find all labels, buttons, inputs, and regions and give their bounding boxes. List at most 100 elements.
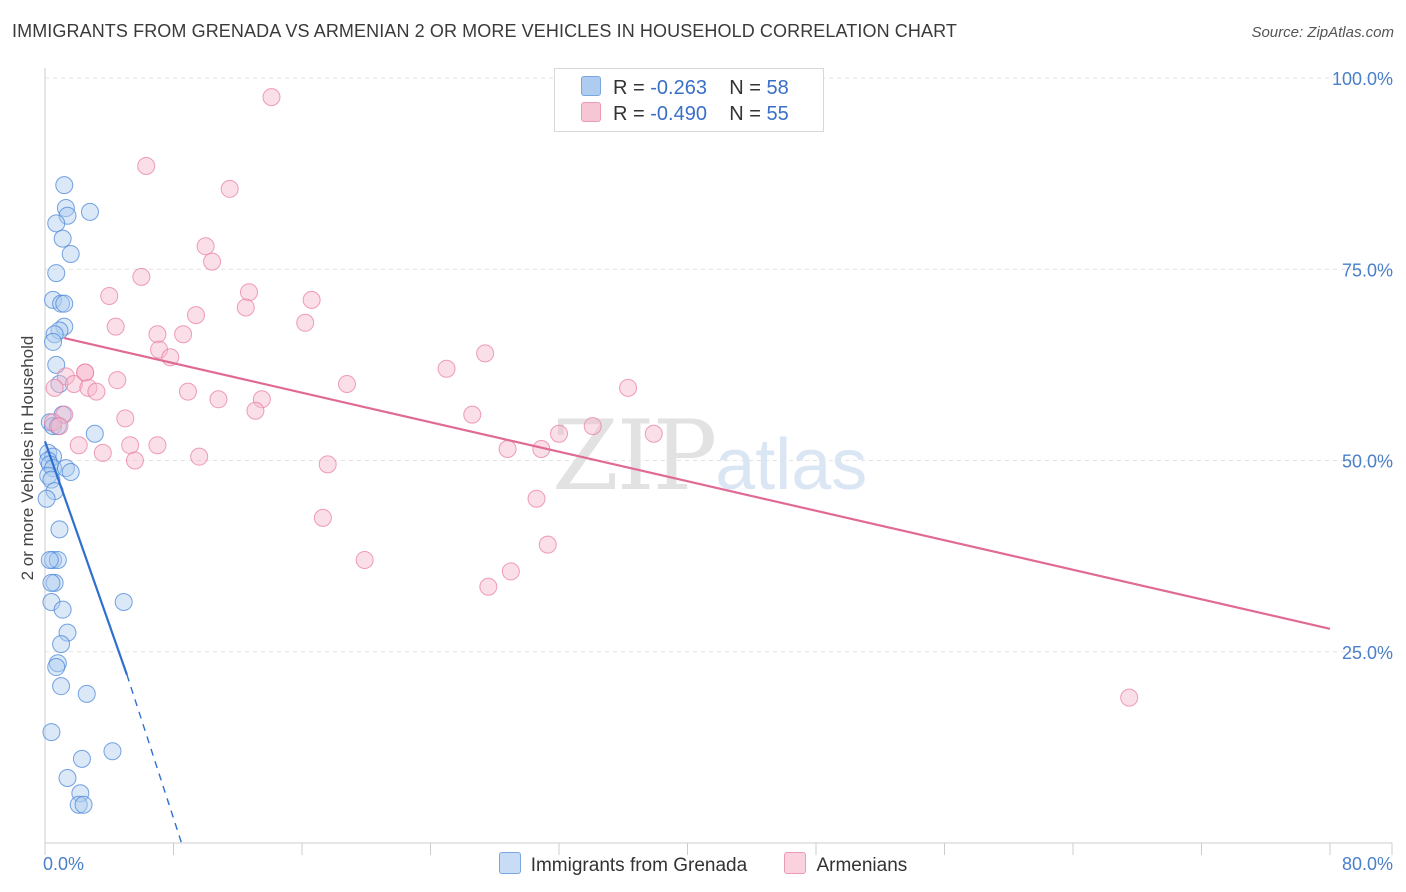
chart-title: IMMIGRANTS FROM GRENADA VS ARMENIAN 2 OR… bbox=[12, 21, 957, 41]
point-armenians bbox=[476, 344, 495, 363]
point-grenada bbox=[85, 424, 104, 443]
point-grenada bbox=[42, 573, 61, 592]
point-grenada bbox=[55, 176, 74, 195]
point-armenians bbox=[203, 252, 222, 271]
point-armenians bbox=[538, 535, 557, 554]
point-armenians bbox=[479, 577, 498, 596]
legend-n-label: N = bbox=[729, 103, 761, 125]
legend-r-label: R = bbox=[613, 77, 645, 99]
point-armenians bbox=[501, 562, 520, 581]
y-tick-label: 100.0% bbox=[1332, 69, 1393, 89]
point-armenians bbox=[236, 298, 255, 317]
point-armenians bbox=[527, 489, 546, 508]
x-tick-label: 80.0% bbox=[1342, 854, 1393, 874]
legend-item-grenada: Immigrants from Grenada bbox=[498, 852, 748, 877]
point-grenada bbox=[47, 214, 66, 233]
y-tick-label: 25.0% bbox=[1342, 643, 1393, 663]
point-grenada bbox=[45, 325, 64, 344]
point-armenians bbox=[100, 287, 119, 306]
point-armenians bbox=[337, 375, 356, 393]
legend-label-armenians: Armenians bbox=[816, 855, 908, 876]
point-grenada bbox=[103, 742, 122, 761]
legend-n-label: N = bbox=[729, 77, 761, 99]
legend-n-value: 55 bbox=[766, 103, 789, 125]
point-grenada bbox=[53, 600, 72, 619]
point-armenians bbox=[76, 363, 95, 382]
point-armenians bbox=[174, 325, 193, 344]
legend-swatch-armenians bbox=[581, 102, 601, 122]
point-armenians bbox=[498, 440, 517, 459]
point-grenada bbox=[37, 489, 56, 508]
point-armenians bbox=[121, 436, 140, 455]
point-grenada bbox=[72, 749, 91, 768]
stats-legend: R = -0.263 N = 58 R = -0.490 N = 55 bbox=[554, 68, 824, 132]
point-grenada bbox=[42, 723, 61, 742]
axes bbox=[44, 68, 1393, 855]
point-armenians bbox=[619, 378, 638, 397]
point-armenians bbox=[50, 417, 69, 436]
tick-labels: 25.0% 50.0% 75.0% 100.0% 0.0% 80.0% bbox=[43, 69, 1393, 874]
y-axis-title: 2 or more Vehicles in Household bbox=[18, 336, 37, 581]
legend-r-label: R = bbox=[613, 103, 645, 125]
point-armenians bbox=[239, 283, 258, 302]
legend-row-grenada: R = -0.263 N = 58 bbox=[581, 76, 789, 102]
legend-swatch-grenada bbox=[498, 852, 521, 874]
point-armenians bbox=[186, 306, 205, 325]
point-armenians bbox=[220, 179, 239, 198]
point-grenada bbox=[52, 635, 71, 654]
point-armenians bbox=[463, 405, 482, 424]
point-armenians bbox=[437, 359, 456, 378]
point-armenians bbox=[313, 508, 332, 527]
point-grenada bbox=[47, 658, 66, 677]
watermark-atlas: atlas bbox=[715, 425, 868, 505]
data-points bbox=[37, 88, 1139, 814]
legend-label-grenada: Immigrants from Grenada bbox=[530, 855, 748, 876]
trend-lines bbox=[43, 337, 1331, 844]
source-label: Source: ZipAtlas.com bbox=[1251, 24, 1394, 41]
point-armenians bbox=[190, 447, 209, 466]
point-grenada bbox=[56, 199, 75, 218]
point-grenada bbox=[77, 684, 96, 703]
legend-row-armenians: R = -0.490 N = 55 bbox=[581, 102, 789, 128]
point-armenians bbox=[550, 424, 568, 443]
trend-line-grenada bbox=[43, 441, 128, 676]
point-grenada bbox=[53, 229, 72, 248]
point-grenada bbox=[58, 768, 77, 787]
point-armenians bbox=[262, 88, 281, 107]
point-armenians bbox=[252, 390, 271, 409]
y-tick-label: 50.0% bbox=[1342, 452, 1393, 472]
point-armenians bbox=[125, 451, 144, 470]
point-armenians bbox=[64, 375, 83, 393]
point-armenians bbox=[583, 417, 602, 436]
point-grenada bbox=[42, 470, 61, 489]
point-armenians bbox=[318, 455, 337, 474]
point-armenians bbox=[148, 325, 167, 344]
legend-n-value: 58 bbox=[766, 77, 789, 99]
point-grenada bbox=[61, 244, 80, 263]
point-armenians bbox=[296, 313, 315, 332]
point-armenians bbox=[355, 550, 374, 569]
grid-lines bbox=[45, 77, 1392, 653]
point-grenada bbox=[74, 795, 93, 814]
legend-swatch-armenians bbox=[784, 852, 807, 874]
point-grenada bbox=[44, 332, 63, 351]
point-armenians bbox=[644, 424, 663, 443]
point-armenians bbox=[108, 371, 127, 390]
point-armenians bbox=[106, 317, 125, 336]
point-armenians bbox=[178, 382, 197, 401]
point-grenada bbox=[47, 355, 66, 374]
point-grenada bbox=[61, 462, 80, 481]
point-armenians bbox=[69, 436, 88, 455]
point-armenians bbox=[137, 156, 156, 175]
legend-r-value: -0.263 bbox=[650, 77, 707, 99]
point-grenada bbox=[50, 520, 69, 539]
point-armenians bbox=[1120, 688, 1139, 707]
legend-item-armenians: Armenians bbox=[784, 852, 907, 877]
series-legend: Immigrants from Grenada Armenians bbox=[0, 852, 1406, 877]
point-armenians bbox=[132, 267, 151, 286]
point-grenada bbox=[40, 550, 59, 569]
point-grenada bbox=[80, 202, 99, 221]
point-grenada bbox=[114, 593, 133, 612]
point-grenada bbox=[71, 784, 90, 803]
